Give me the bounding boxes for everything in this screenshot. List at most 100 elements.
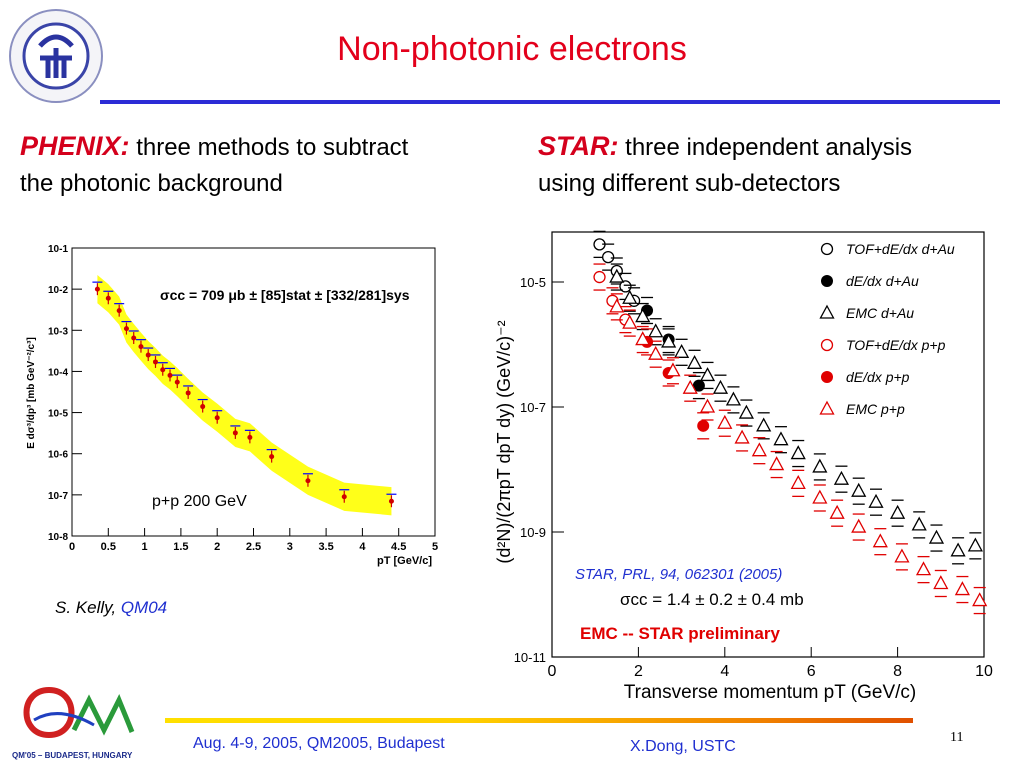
star-data-point	[773, 431, 789, 446]
phenix-line1: three methods to subtract	[129, 134, 409, 161]
star-y-tick-label: 10-5	[520, 275, 546, 290]
phenix-line2: the photonic background	[20, 170, 283, 197]
star-data-point	[894, 548, 910, 563]
star-data-point	[738, 404, 754, 419]
phenix-chart: 0 0.5 1 1.5 2 2.5 3 3.5 4 4.5 5 10-110-210-310-410…	[26, 244, 438, 567]
star-data-point	[911, 516, 927, 531]
legend-label: TOF+dE/dx p+p	[846, 337, 946, 353]
legend-label: dE/dx d+Au	[846, 273, 919, 289]
star-data-point	[734, 429, 750, 444]
star-data-point	[619, 280, 632, 293]
phenix-x-tick-label: 4.5	[391, 541, 406, 553]
phenix-y-tick-label: 10-8	[48, 532, 68, 543]
star-x-tick-label: 0	[548, 663, 557, 680]
phenix-y-axis: 10-1 10-2 10-3 10-4 10-5 10-6 10-7 10-8	[48, 244, 82, 543]
star-data-point	[790, 475, 806, 490]
star-data-point	[851, 482, 867, 497]
star-data-point	[954, 581, 970, 596]
phenix-data-point	[305, 478, 311, 484]
phenix-x-label: pT [GeV/c]	[377, 555, 432, 567]
star-data-point	[661, 333, 677, 348]
phenix-x-tick-label: 2	[214, 541, 220, 553]
star-data-point	[648, 345, 664, 360]
phenix-data-point	[116, 308, 122, 314]
star-x-tick-label: 6	[807, 663, 816, 680]
star-data-point	[635, 308, 651, 323]
phenix-x-tick-label: 0.5	[101, 541, 116, 553]
star-y-tick-label: 10-9	[520, 525, 546, 540]
star-data-point	[829, 504, 845, 519]
star-data-point	[648, 323, 664, 338]
star-data-point	[697, 419, 710, 432]
star-x-tick-label: 2	[634, 663, 643, 680]
star-line2: using different sub-detectors	[538, 170, 841, 197]
star-data-point	[717, 414, 733, 429]
legend-marker	[821, 275, 833, 287]
phenix-data-point	[269, 454, 275, 460]
phenix-data-point	[341, 494, 347, 500]
phenix-y-tick-label: 10-7	[48, 491, 68, 502]
star-data-point	[756, 417, 772, 432]
star-data-point	[609, 298, 625, 313]
qm-logo-text: QM'05 – BUDAPEST, HUNGARY	[12, 751, 133, 760]
star-data-point	[699, 367, 716, 382]
star-x-label: Transverse momentum pT (GeV/c)	[624, 682, 916, 703]
legend-marker	[819, 400, 835, 415]
phenix-data-point	[131, 335, 137, 341]
star-data-point	[915, 561, 932, 576]
phenix-y-tick-label: 10-5	[48, 409, 68, 420]
phenix-sigma-annotation: σcc = 709 μb ± [85]stat ± [332/281]sys	[160, 287, 410, 303]
phenix-citation: S. Kelly, QM04	[55, 598, 167, 618]
star-data-point	[602, 250, 615, 264]
star-data-point	[950, 542, 966, 557]
footer-bar	[165, 718, 913, 723]
star-data-point	[872, 533, 888, 548]
page-number: 11	[950, 730, 964, 745]
phenix-x-tick-label: 2.5	[246, 541, 261, 553]
phenix-data-point	[200, 404, 206, 410]
star-data-point	[712, 379, 729, 394]
star-data-point	[833, 470, 850, 485]
phenix-theory-band	[97, 275, 392, 516]
phenix-x-tick-label: 1.5	[173, 541, 188, 553]
legend-marker	[820, 338, 834, 352]
legend-label: TOF+dE/dx d+Au	[846, 241, 955, 257]
star-data-point	[682, 379, 698, 394]
legend-marker	[819, 304, 835, 319]
star-reference: STAR, PRL, 94, 062301 (2005)	[575, 566, 782, 583]
phenix-data-points	[92, 281, 397, 508]
star-y-axis: 10-5 10-7 10-9 10-11	[514, 275, 564, 665]
star-data-point	[609, 268, 625, 283]
star-data-point	[751, 442, 767, 457]
phenix-data-point	[138, 344, 144, 350]
star-data-point	[593, 270, 606, 284]
university-logo	[9, 9, 103, 103]
star-data-point	[868, 493, 884, 508]
star-data-point	[967, 537, 983, 552]
phenix-data-point	[167, 372, 173, 378]
phenix-header: PHENIX: three methods to subtract the ph…	[20, 128, 520, 202]
qm2005-logo: QM'05 – BUDAPEST, HUNGARY	[12, 686, 135, 760]
phenix-data-point	[174, 379, 180, 385]
phenix-x-axis: 0 0.5 1 1.5 2 2.5 3 3.5 4 4.5 5	[69, 528, 438, 553]
citation-conf: QM04	[120, 598, 168, 617]
phenix-data-point	[247, 434, 253, 440]
legend-label: EMC p+p	[846, 401, 905, 417]
star-data-point	[674, 343, 690, 358]
phenix-data-point	[232, 430, 238, 436]
star-data-points	[593, 230, 988, 615]
phenix-data-point	[152, 359, 158, 365]
phenix-data-point	[185, 390, 191, 396]
star-data-point	[890, 504, 906, 519]
star-data-point	[622, 289, 638, 304]
title-divider	[100, 100, 1000, 104]
star-data-point	[812, 489, 828, 504]
phenix-data-point	[105, 295, 111, 301]
star-data-point	[851, 518, 867, 533]
footer-author: X.Dong, USTC	[630, 738, 736, 755]
legend-label: EMC d+Au	[846, 305, 914, 321]
star-y-label: (d²N)/(2πpT dpT dy) (GeV/c)⁻²	[494, 320, 514, 563]
legend-marker	[821, 371, 833, 383]
legend-marker	[820, 242, 834, 256]
phenix-x-tick-label: 4	[359, 541, 366, 553]
